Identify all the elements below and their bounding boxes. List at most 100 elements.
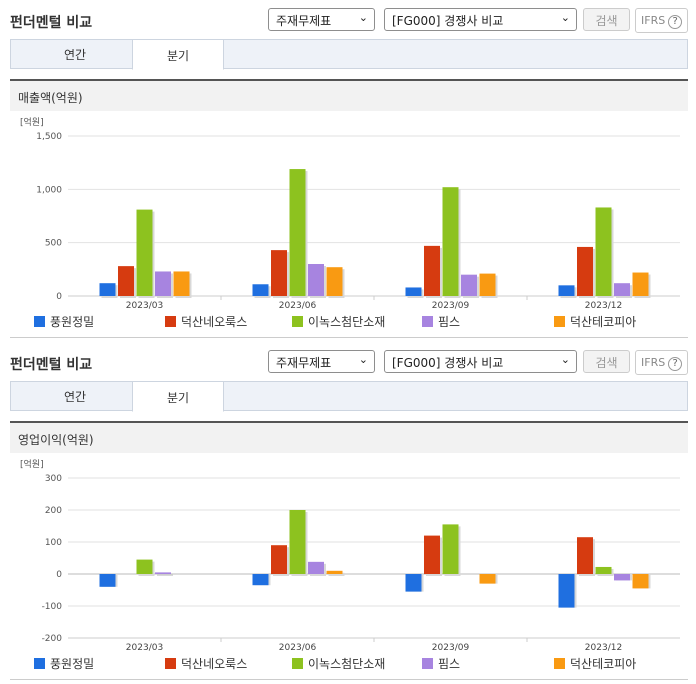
x-tick-label: 2023/09 [432,301,470,311]
legend-item[interactable]: 덕산테코피아 [554,313,636,330]
section-title: 영업이익(억원) [10,421,688,453]
fundamental-panel-1: 펀더멘털 비교 주재무제표 ⌄ [FG000] 경쟁사 비교 ⌄ 검색 IFRS… [0,0,696,338]
chevron-down-icon: ⌄ [358,353,368,366]
panel-header: 펀더멘털 비교 주재무제표 ⌄ [FG000] 경쟁사 비교 ⌄ 검색 IFRS… [0,342,696,378]
period-tabs: 연간 분기 [10,39,688,70]
statement-select[interactable]: 주재무제표 ⌄ [268,350,375,373]
legend-label: 핌스 [438,657,461,671]
competitor-select-value: [FG000] 경쟁사 비교 [392,14,504,28]
bar-핌스 [614,283,630,296]
revenue-chart: [억원] 1,500 1,000 500 0 2023/03 2023/06 2023/09 2… [20,116,680,311]
bar-풍원정밀 [252,574,269,586]
operating-profit-chart: [억원]300 200 100 0 -100 -200 2023/03 2023/06 2023… [20,458,680,653]
competitor-select[interactable]: [FG000] 경쟁사 비교 ⌄ [384,8,577,31]
y-tick-label: 1,500 [36,132,62,142]
ifrs-button[interactable]: IFRS? [635,350,688,375]
bar-이녹스첨단소재 [136,559,153,574]
legend-swatch [422,316,433,327]
y-unit-label: [억원] [20,116,44,128]
x-tick-label: 2023/12 [585,643,622,653]
panel-title: 펀더멘털 비교 [10,357,93,373]
legend-label: 이녹스첨단소재 [308,315,386,329]
ifrs-button[interactable]: IFRS? [635,8,688,33]
divider [10,337,688,338]
legend-label: 풍원정밀 [50,657,95,671]
bar-덕산네오룩스 [424,245,440,296]
ifrs-label: IFRS [641,356,666,369]
legend-item[interactable]: 핌스 [422,655,460,672]
statement-select-value: 주재무제표 [276,356,332,370]
y-tick-label: -100 [42,602,63,612]
bar-덕산네오룩스 [118,266,134,296]
fundamental-panel-2: 펀더멘털 비교 주재무제표 ⌄ [FG000] 경쟁사 비교 ⌄ 검색 IFRS… [0,342,696,684]
tab-annual[interactable]: 연간 [63,390,87,404]
y-tick-label: -200 [42,634,63,644]
bar-핌스 [308,264,324,296]
tab-quarterly[interactable]: 분기 [132,381,224,412]
bar-이녹스첨단소재 [595,566,612,574]
legend-label: 덕산테코피아 [570,657,637,671]
competitor-select-value: [FG000] 경쟁사 비교 [392,356,504,370]
legend-label: 덕산네오룩스 [181,315,248,329]
x-tick-label: 2023/06 [279,301,317,311]
bar-핌스 [155,572,171,574]
legend-item[interactable]: 풍원정밀 [34,313,94,330]
legend-item[interactable]: 덕산테코피아 [554,655,636,672]
legend-swatch [422,658,433,669]
divider [10,679,688,680]
chevron-down-icon: ⌄ [560,11,570,24]
bar-덕산테코피아 [173,271,190,296]
search-button[interactable]: 검색 [583,8,630,31]
legend-item[interactable]: 덕산네오룩스 [165,313,247,330]
bar-덕산네오룩스 [271,250,287,296]
x-tick-label: 2023/03 [126,301,163,311]
bar-덕산테코피아 [479,273,496,296]
bar-풍원정밀 [99,283,116,296]
bar-덕산네오룩스 [271,545,287,574]
bar-덕산네오룩스 [424,535,440,574]
legend-label: 이녹스첨단소재 [308,657,386,671]
period-tabs: 연간 분기 [10,381,688,412]
bar-덕산네오룩스 [577,246,593,296]
legend-swatch [34,658,45,669]
legend-label: 풍원정밀 [50,315,95,329]
legend-swatch [34,316,45,327]
search-button[interactable]: 검색 [583,350,630,373]
bar-이녹스첨단소재 [289,169,306,296]
bar-덕산테코피아 [326,570,343,574]
section-title: 매출액(억원) [10,79,688,111]
panel-header: 펀더멘털 비교 주재무제표 ⌄ [FG000] 경쟁사 비교 ⌄ 검색 IFRS… [0,0,696,36]
statement-select[interactable]: 주재무제표 ⌄ [268,8,375,31]
bar-이녹스첨단소재 [595,207,612,296]
bar-풍원정밀 [558,574,575,608]
bar-풍원정밀 [252,284,269,296]
competitor-select[interactable]: [FG000] 경쟁사 비교 ⌄ [384,350,577,373]
y-tick-label: 500 [45,239,62,249]
bar-핌스 [308,561,324,574]
bar-풍원정밀 [558,285,575,296]
tab-quarterly[interactable]: 분기 [132,39,224,70]
legend-item[interactable]: 덕산네오룩스 [165,655,247,672]
chart-legend: 풍원정밀 덕산네오룩스 이녹스첨단소재 핌스 덕산테코피아 [34,655,694,671]
bar-핌스 [155,271,171,296]
legend-item[interactable]: 이녹스첨단소재 [292,313,385,330]
legend-item[interactable]: 이녹스첨단소재 [292,655,385,672]
legend-label: 덕산테코피아 [570,315,637,329]
bar-이녹스첨단소재 [289,510,306,574]
legend-label: 핌스 [438,315,461,329]
legend-swatch [165,316,176,327]
bar-풍원정밀 [405,574,422,592]
bar-핌스 [614,574,630,581]
bar-이녹스첨단소재 [442,187,459,296]
bar-shadow [328,572,345,576]
legend-swatch [292,658,303,669]
bar-덕산테코피아 [632,272,649,296]
legend-item[interactable]: 풍원정밀 [34,655,94,672]
y-unit-label: [억원] [20,458,44,470]
legend-item[interactable]: 핌스 [422,313,460,330]
tab-annual[interactable]: 연간 [63,48,87,62]
legend-swatch [292,316,303,327]
chevron-down-icon: ⌄ [560,353,570,366]
bar-풍원정밀 [405,287,422,296]
bar-shadow [157,574,173,576]
